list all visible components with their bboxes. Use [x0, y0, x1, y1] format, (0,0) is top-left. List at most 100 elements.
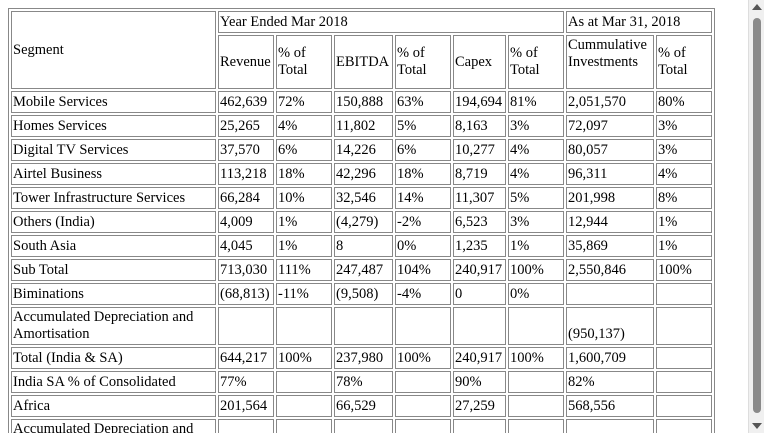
- cell: [453, 307, 506, 345]
- cell: 63%: [395, 91, 451, 113]
- cell: 42,296: [334, 163, 393, 185]
- cell: 1%: [656, 211, 712, 233]
- column-header: % of Total: [395, 35, 451, 89]
- row-label: Sub Total: [11, 259, 216, 281]
- row-label: Homes Services: [11, 115, 216, 137]
- header-row: Revenue% of Total EBITDA% of Total Capex% …: [11, 35, 712, 89]
- table-row: Mobile Services 462,639 72% 150,888 63% 194,6…: [11, 91, 712, 113]
- cell: (68,813): [218, 283, 274, 305]
- cell: 4,045: [218, 235, 274, 257]
- cell: [453, 419, 506, 433]
- column-header: Capex: [453, 35, 506, 89]
- cell: 8,719: [453, 163, 506, 185]
- group-header: Year Ended Mar 2018: [218, 11, 564, 33]
- cell: 201,564: [218, 395, 274, 417]
- cell: 27,259: [453, 395, 506, 417]
- cell: 10,277: [453, 139, 506, 161]
- cell: 6%: [395, 139, 451, 161]
- cell: 3%: [508, 211, 564, 233]
- cell: 4%: [276, 115, 332, 137]
- cell: 35,869: [566, 235, 654, 257]
- cell: 100%: [508, 347, 564, 369]
- cell: 644,217: [218, 347, 274, 369]
- table-row: Accumulated Depreciation and Amortisatio…: [11, 307, 712, 345]
- cell: 66,284: [218, 187, 274, 209]
- cell: 3%: [656, 115, 712, 137]
- table-row: Others (India) 4,009 1% (4,279) -2% 6,523 3% 12…: [11, 211, 712, 233]
- cell: 5%: [508, 187, 564, 209]
- cell: 240,917: [453, 259, 506, 281]
- cell: [218, 419, 274, 433]
- cell: [276, 371, 332, 393]
- cell: 462,639: [218, 91, 274, 113]
- cell: [656, 419, 712, 433]
- column-header: % of Total: [508, 35, 564, 89]
- scroll-thumb[interactable]: [753, 18, 761, 413]
- table-row: South Asia 4,045 1% 8 0% 1,235 1% 35,869 1%: [11, 235, 712, 257]
- cell: 1,600,709: [566, 347, 654, 369]
- header-row: Segment Year Ended Mar 2018 As at Mar 31, …: [11, 11, 712, 89]
- cell: [508, 419, 564, 433]
- cell: 18%: [276, 163, 332, 185]
- cell: 81%: [508, 91, 564, 113]
- cell: 90%: [453, 371, 506, 393]
- cell: 0%: [395, 235, 451, 257]
- cell: [218, 307, 274, 345]
- cell: 150,888: [334, 91, 393, 113]
- cell: 1,235: [453, 235, 506, 257]
- cell: 80,057: [566, 139, 654, 161]
- table-row: Biminations (68,813) -11% (9,508) -4% 0 0%: [11, 283, 712, 305]
- scroll-up[interactable]: [752, 4, 762, 10]
- table-row: Total (India & SA) 644,217 100% 237,980 100%…: [11, 347, 712, 369]
- scrollbar[interactable]: [748, 0, 764, 433]
- cell: 8: [334, 235, 393, 257]
- cell: 2,051,570: [566, 91, 654, 113]
- row-label: Mobile Services: [11, 91, 216, 113]
- cell: 568,556: [566, 395, 654, 417]
- cell: 1%: [656, 235, 712, 257]
- table-row: Sub Total 713,030 111% 247,487 104% 240,917 10…: [11, 259, 712, 281]
- cell: 100%: [395, 347, 451, 369]
- cell: [656, 347, 712, 369]
- cell: 37,570: [218, 139, 274, 161]
- column-header: Cummulative Investments: [566, 35, 654, 89]
- cell: 194,694: [453, 91, 506, 113]
- cell: 78%: [334, 371, 393, 393]
- scroll-down[interactable]: [752, 423, 762, 429]
- cell: [656, 395, 712, 417]
- table-row: Africa 201,564 66,529 27,259 568,556: [11, 395, 712, 417]
- cell: 6,523: [453, 211, 506, 233]
- cell: 14,226: [334, 139, 393, 161]
- cell: [656, 307, 712, 345]
- cell: 12,944: [566, 211, 654, 233]
- cell: -2%: [395, 211, 451, 233]
- group-header: As at Mar 31, 2018: [566, 11, 712, 33]
- cell: [566, 283, 654, 305]
- cell: 4%: [656, 163, 712, 185]
- cell: [276, 419, 332, 433]
- row-label: South Asia: [11, 235, 216, 257]
- cell: [395, 307, 451, 345]
- cell: -11%: [276, 283, 332, 305]
- cell: -4%: [395, 283, 451, 305]
- cell: (950,137): [566, 307, 654, 345]
- cell: [395, 395, 451, 417]
- cell: 4,009: [218, 211, 274, 233]
- cell: [334, 307, 393, 345]
- row-label: India SA % of Consolidated: [11, 371, 216, 393]
- column-header: % of Total: [656, 35, 712, 89]
- cell: 4%: [508, 139, 564, 161]
- cell: 4%: [508, 163, 564, 185]
- cell: 113,218: [218, 163, 274, 185]
- table-row: Airtel Business 113,218 18% 42,296 18% 8,719 4…: [11, 163, 712, 185]
- row-label: Accumulated Depreciation and Amortisatio…: [11, 307, 216, 345]
- table-body: Segment Year Ended Mar 2018 As at Mar 31, …: [11, 11, 712, 433]
- cell: [276, 307, 332, 345]
- cell: 111%: [276, 259, 332, 281]
- cell: 96,311: [566, 163, 654, 185]
- cell: 77%: [218, 371, 274, 393]
- cell: 5%: [395, 115, 451, 137]
- cell: (4,279): [334, 211, 393, 233]
